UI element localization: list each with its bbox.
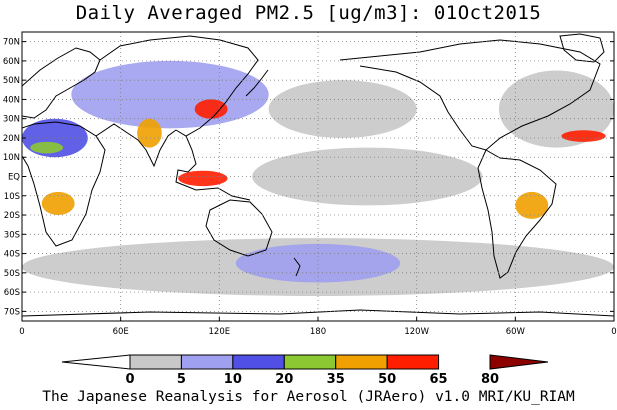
- colorbar-label: 35: [327, 372, 345, 387]
- lat-tick-label: 60N: [3, 57, 20, 67]
- coastline-africa: [22, 121, 106, 247]
- lat-tick-label: 70S: [4, 307, 20, 317]
- pm25-patch-2: [268, 80, 417, 138]
- pm25-patch-12: [30, 141, 64, 154]
- lat-tick-label: 40N: [3, 95, 20, 105]
- lat-tick-label: 20S: [4, 211, 20, 221]
- lat-tick-label: 10N: [3, 153, 20, 163]
- pm25-patch-9: [515, 191, 549, 219]
- map-title: Daily Averaged PM2.5 [ug/m3]: 01Oct2015: [75, 2, 542, 24]
- lat-tick-label: 20N: [3, 134, 20, 144]
- colorbar-swatch-6: [386, 354, 440, 370]
- coastline-asia: [99, 35, 259, 137]
- lon-tick-label: 60E: [113, 327, 129, 337]
- coastline-greenland: [559, 33, 605, 63]
- colorbar-label: 0: [125, 372, 134, 387]
- lon-tick-label: 180: [310, 327, 326, 337]
- coastline-australia: [205, 199, 273, 257]
- colorbar-label: 10: [224, 372, 242, 387]
- lon-tick-label: 120W: [404, 327, 429, 337]
- coastline-arabia-india: [95, 123, 177, 168]
- lat-tick-label: 70N: [3, 38, 20, 48]
- coastline-layer: [22, 33, 614, 317]
- colorbar-label: 50: [378, 372, 396, 387]
- colorbar-extend-high: [489, 354, 549, 370]
- colorbar-extend-low: [61, 354, 131, 370]
- lat-tick-label: 50S: [4, 269, 20, 279]
- graticule: [22, 32, 614, 321]
- pm25-patch-8: [41, 191, 75, 216]
- pm25-patch-7: [178, 170, 228, 187]
- colorbar-swatch-3: [232, 354, 285, 370]
- colorbar-label: 20: [275, 372, 293, 387]
- colorbar-swatch-5: [335, 354, 388, 370]
- lat-tick-label: EQ: [8, 173, 20, 183]
- pm25-patch-13: [561, 130, 606, 142]
- pm25-patch-11: [194, 99, 228, 119]
- coastline-north-america: [339, 39, 601, 151]
- axis-ticks: 70N 60N 50N 40N 30N 20N 10N EQ 10S 20S 30S 40S 50S 60…: [3, 38, 617, 337]
- colorbar-swatch-1: [129, 354, 182, 370]
- lon-tick-label: 60W: [506, 327, 526, 337]
- lat-tick-label: 40S: [4, 250, 20, 260]
- lat-tick-label: 30N: [3, 115, 20, 125]
- lat-tick-label: 30S: [4, 230, 20, 240]
- colorbar: 0 5 10 20 35 50 65 80: [61, 354, 549, 387]
- colorbar-label: 65: [430, 372, 448, 387]
- pm25-patch-1: [252, 147, 483, 206]
- colorbar-swatch-4: [283, 354, 337, 370]
- coastline-antarctica: [22, 309, 614, 317]
- lon-tick-label: 0: [19, 327, 24, 337]
- credit-line: The Japanese Reanalysis for Aerosol (JRA…: [42, 389, 575, 405]
- pm25-field-layer: [22, 60, 614, 296]
- pm25-patch-3: [498, 70, 614, 148]
- coastline-new-zealand: [293, 257, 301, 277]
- coastline-south-america: [477, 149, 557, 279]
- lat-tick-label: 50N: [3, 76, 20, 86]
- lon-tick-label: 120E: [209, 327, 231, 337]
- pm25-patch-4: [235, 243, 401, 283]
- pm25-patch-5: [71, 60, 269, 129]
- lat-tick-label: 60S: [4, 288, 20, 298]
- colorbar-label: 80: [481, 372, 499, 387]
- coastline-japan: [245, 69, 269, 97]
- colorbar-label: 5: [177, 372, 186, 387]
- pm25-patch-10: [137, 118, 162, 148]
- coastline-europe: [22, 47, 101, 119]
- colorbar-swatch-2: [180, 354, 234, 370]
- lat-tick-label: 10S: [4, 192, 20, 202]
- lon-tick-label: 0: [611, 327, 616, 337]
